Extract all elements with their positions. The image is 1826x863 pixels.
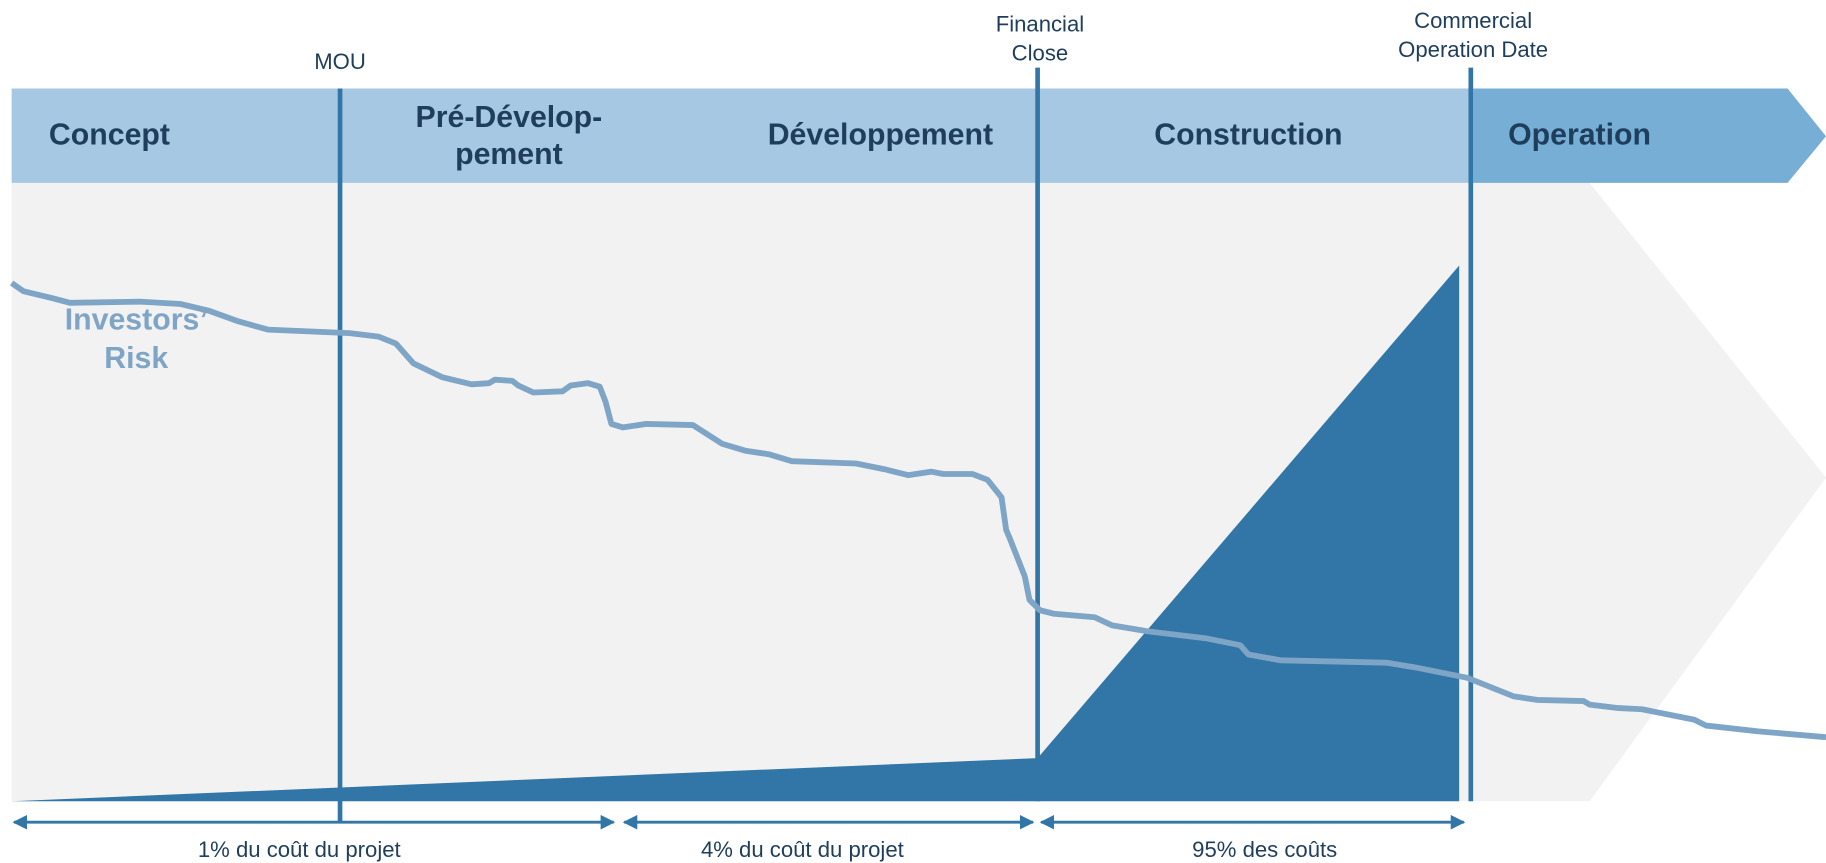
phase-label: pement bbox=[455, 138, 563, 171]
milestone-label: Operation Date bbox=[1398, 37, 1548, 62]
milestone-label: MOU bbox=[314, 49, 366, 74]
phase-label: Pré-Dévelop- bbox=[416, 101, 603, 134]
cost-area bbox=[11, 265, 1460, 802]
risk-curve bbox=[9, 280, 1826, 741]
cost-label: 1% du coût du projet bbox=[198, 837, 401, 862]
labels: Concept Pré-Dévelop-pement Développement Co… bbox=[49, 8, 1651, 862]
background-arrow bbox=[11, 182, 1826, 802]
milestone-label: Close bbox=[1012, 41, 1069, 66]
risk-label: Investors’ bbox=[65, 303, 208, 336]
phase-label: Développement bbox=[768, 118, 993, 151]
milestone-label: Financial bbox=[996, 12, 1084, 37]
phase-label: Construction bbox=[1154, 118, 1342, 151]
operation-band bbox=[1473, 88, 1826, 183]
phase-label: Concept bbox=[49, 118, 170, 151]
phase-label: Operation bbox=[1508, 118, 1651, 151]
milestone-label: Commercial bbox=[1414, 8, 1532, 33]
cost-label: 95% des coûts bbox=[1192, 837, 1337, 862]
cost-label: 4% du coût du projet bbox=[701, 837, 904, 862]
risk-label: Risk bbox=[104, 342, 168, 375]
phase-band bbox=[11, 88, 1474, 183]
